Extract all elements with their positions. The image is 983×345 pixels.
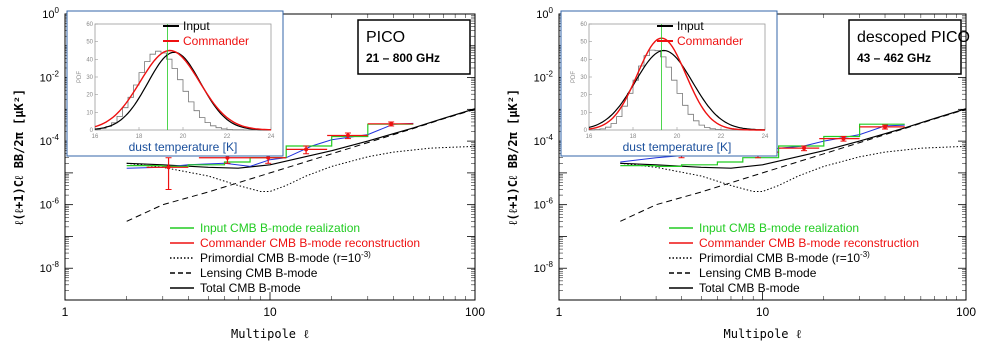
commander-point (389, 121, 394, 126)
series-blue-line (126, 122, 414, 169)
inset-y-tick-label: 40 (580, 57, 587, 63)
title-box-title: descoped PICO (857, 29, 970, 46)
legend-label: Primordial CMB B-mode (r=10-3) (200, 250, 371, 265)
commander-point (802, 146, 807, 151)
x-tick-label: 10 (263, 305, 277, 319)
commander-point (304, 147, 309, 152)
y-tick-label: 10-8 (40, 260, 60, 275)
inset-x-tick-label: 20 (674, 134, 681, 140)
x-tick-label: 100 (465, 305, 485, 319)
inset-legend-label: Input (677, 19, 704, 33)
legend-label: Input CMB B-mode realization (200, 221, 360, 235)
inset-y-label: PDF (571, 71, 577, 83)
x-axis-label: Multipole ℓ (724, 327, 802, 341)
inset-commander-curve (94, 49, 272, 131)
y-tick-label: 100 (42, 6, 59, 21)
commander-point (266, 155, 271, 160)
inset-frame (560, 10, 778, 157)
x-axis-label: Multipole ℓ (231, 327, 309, 341)
inset-legend-label: Input (183, 19, 210, 33)
legend-label: Lensing CMB B-mode (200, 266, 318, 280)
inset-commander-curve (588, 37, 765, 131)
y-axis-label: ℓ(ℓ+1)Cℓ BB/2π [μK²] (506, 89, 520, 226)
y-tick-label: 10-8 (534, 260, 554, 275)
title-box-subtitle: 43 – 462 GHz (857, 51, 931, 65)
legend-label: Total CMB B-mode (699, 281, 800, 295)
inset-legend-label: Commander (677, 34, 743, 48)
inset-x-tick-label: 24 (762, 134, 769, 140)
y-tick-label: 10-4 (534, 133, 554, 148)
inset-x-tick-label: 24 (268, 134, 275, 140)
inset-y-tick-label: 30 (580, 75, 587, 81)
inset-x-tick-label: 16 (92, 134, 99, 140)
y-tick-label: 10-4 (40, 133, 60, 148)
commander-point (883, 124, 888, 129)
title-box-title: PICO (366, 29, 405, 46)
title-box (357, 19, 471, 75)
inset-y-label: PDF (77, 71, 83, 83)
commander-point (166, 165, 171, 170)
inset-y-tick-label: 30 (86, 75, 93, 81)
commander-point (225, 155, 230, 160)
inset-y-tick-label: 20 (86, 93, 93, 99)
series-primordial-line (126, 145, 475, 192)
inset-x-tick-label: 16 (586, 134, 593, 140)
legend-label: Lensing CMB B-mode (699, 266, 817, 280)
x-tick-label: 10 (756, 305, 770, 319)
commander-point (345, 133, 350, 138)
inset-x-tick-label: 18 (630, 134, 637, 140)
inset-y-tick-label: 0 (90, 128, 94, 134)
inset-input-curve (94, 51, 271, 131)
legend-label: Commander CMB B-mode reconstruction (200, 236, 420, 250)
plot-area (126, 108, 475, 222)
inset-x-tick-label: 18 (136, 134, 143, 140)
inset-y-tick-label: 20 (580, 93, 587, 99)
x-tick-label: 100 (956, 305, 976, 319)
commander-point (841, 136, 846, 141)
legend-label: Input CMB B-mode realization (699, 221, 859, 235)
inset-y-tick-label: 0 (584, 128, 588, 134)
inset-x-tick-label: 20 (180, 134, 187, 140)
inset-histogram (588, 49, 765, 131)
y-tick-label: 10-6 (40, 197, 60, 212)
inset-y-tick-label: 10 (86, 110, 93, 116)
legend-label: Commander CMB B-mode reconstruction (699, 236, 919, 250)
inset-x-label: dust temperature [K] (129, 140, 238, 154)
inset-y-tick-label: 50 (86, 40, 93, 46)
inset-x-label: dust temperature [K] (623, 140, 732, 154)
inset-y-tick-label: 60 (86, 22, 93, 28)
inset-y-tick-label: 50 (580, 40, 587, 46)
inset-input-curve (588, 49, 765, 131)
inset-frame (66, 10, 284, 157)
inset-y-tick-label: 40 (86, 57, 93, 63)
y-tick-label: 10-6 (534, 197, 554, 212)
inset-legend-label: Commander (183, 34, 249, 48)
series-primordial-line (620, 145, 966, 192)
y-axis-label: ℓ(ℓ+1)Cℓ BB/2π [μK²] (12, 89, 26, 226)
title-box-subtitle: 21 – 800 GHz (366, 51, 440, 65)
x-tick-label: 1 (556, 305, 563, 319)
legend-label: Primordial CMB B-mode (r=10-3) (699, 250, 870, 265)
y-tick-label: 10-2 (534, 70, 554, 85)
inset-x-tick-label: 22 (718, 134, 725, 140)
legend-label: Total CMB B-mode (200, 281, 301, 295)
y-tick-label: 10-2 (40, 70, 60, 85)
title-box (848, 19, 962, 75)
inset-y-tick-label: 60 (580, 22, 587, 28)
y-tick-label: 100 (536, 6, 553, 21)
series-input-steps (126, 123, 414, 167)
inset-x-tick-label: 22 (224, 134, 231, 140)
x-tick-label: 1 (62, 305, 69, 319)
inset-histogram (94, 50, 271, 131)
inset-y-tick-label: 10 (580, 110, 587, 116)
